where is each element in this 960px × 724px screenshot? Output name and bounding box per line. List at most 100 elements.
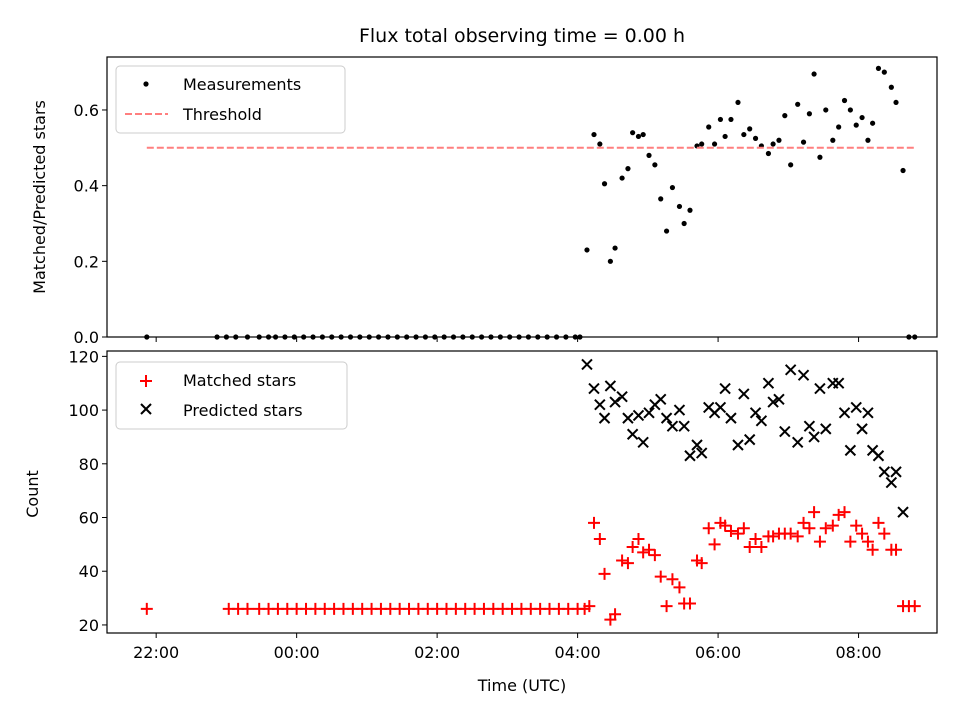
measurement-point bbox=[669, 184, 676, 191]
y-tick-label: 0.2 bbox=[74, 252, 99, 271]
matched-stars-point bbox=[648, 549, 661, 562]
matched-stars-point bbox=[643, 543, 656, 556]
measurement-point bbox=[893, 99, 899, 106]
measurement-point bbox=[625, 166, 631, 172]
predicted-stars-point bbox=[604, 380, 617, 392]
matched-stars-point bbox=[767, 530, 780, 543]
predicted-stars-point bbox=[714, 401, 727, 414]
predicted-stars-point bbox=[598, 412, 611, 424]
predicted-stars-point bbox=[660, 412, 673, 424]
matched-stars-point bbox=[890, 543, 903, 556]
matched-stars-point bbox=[708, 538, 721, 551]
measurement-point bbox=[817, 154, 823, 160]
measurement-point bbox=[663, 228, 670, 234]
measurement-point bbox=[640, 131, 646, 138]
y-tick-label: 60 bbox=[79, 509, 99, 528]
predicted-stars-point bbox=[897, 506, 909, 518]
predicted-stars-point bbox=[609, 396, 621, 408]
predicted-stars-point bbox=[732, 439, 744, 451]
bottom-panel: 20 40 60 80 100 120 22:00 00:00 02:00 04:00 06:00… bbox=[23, 347, 938, 695]
predicted-stars-point bbox=[695, 447, 708, 459]
legend-predicted-marker bbox=[140, 403, 152, 415]
measurement-point bbox=[841, 97, 848, 104]
measurement-point bbox=[717, 116, 724, 123]
predicted-stars-point bbox=[643, 407, 655, 419]
x-tick-label: 02:00 bbox=[414, 643, 460, 662]
top-x-ticks bbox=[155, 337, 860, 342]
predicted-stars-point bbox=[862, 407, 874, 419]
matched-stars-point bbox=[702, 522, 715, 535]
matched-stars-point bbox=[637, 546, 650, 559]
matched-stars-point bbox=[844, 535, 857, 548]
measurement-point bbox=[630, 130, 636, 136]
x-tick-label: 08:00 bbox=[836, 643, 882, 662]
x-tick-label: 22:00 bbox=[133, 643, 179, 662]
predicted-stars-point bbox=[581, 358, 593, 371]
legend-matched-label: Matched stars bbox=[183, 371, 296, 390]
predicted-stars-point bbox=[814, 382, 826, 395]
bottom-x-ticks: 22:00 00:00 02:00 04:00 06:00 08:00 bbox=[133, 633, 882, 662]
top-panel: 0.0 0.2 0.4 0.6 Matched/Predicted stars Mea… bbox=[30, 56, 938, 347]
measurement-point bbox=[607, 258, 613, 264]
measurement-point bbox=[646, 152, 652, 158]
measurement-point bbox=[601, 181, 608, 187]
measurement-point bbox=[800, 139, 807, 145]
x-tick-label: 00:00 bbox=[274, 643, 320, 662]
predicted-stars-point bbox=[673, 404, 686, 416]
bottom-marks bbox=[140, 358, 921, 626]
bottom-y-axis-label: Count bbox=[23, 470, 42, 518]
matched-stars-point bbox=[819, 522, 832, 535]
predicted-stars-point bbox=[666, 420, 679, 432]
predicted-stars-point bbox=[784, 364, 797, 376]
measurement-point bbox=[795, 101, 801, 107]
matched-stars-point bbox=[654, 570, 667, 583]
matched-stars-point bbox=[660, 600, 673, 613]
measurement-point bbox=[870, 120, 876, 126]
matched-stars-point bbox=[791, 530, 804, 543]
top-legend-box bbox=[115, 65, 346, 134]
matched-stars-point bbox=[140, 602, 153, 615]
matched-stars-point bbox=[695, 557, 708, 570]
matched-stars-point bbox=[587, 516, 600, 529]
matched-stars-point bbox=[861, 535, 874, 548]
measurement-point bbox=[676, 203, 683, 210]
y-tick-label: 0.4 bbox=[74, 177, 99, 196]
measurement-point bbox=[806, 111, 812, 117]
predicted-stars-point bbox=[725, 412, 737, 424]
matched-stars-point bbox=[866, 543, 879, 556]
measurement-point bbox=[788, 162, 794, 168]
matched-stars-point bbox=[803, 522, 816, 535]
legend-measurements-marker bbox=[143, 81, 149, 87]
y-tick-label: 120 bbox=[68, 347, 99, 366]
matched-stars-point bbox=[593, 533, 606, 545]
matched-stars-point bbox=[749, 533, 762, 545]
matched-stars-point bbox=[683, 597, 696, 610]
measurement-point bbox=[584, 247, 590, 253]
predicted-stars-point bbox=[890, 466, 902, 478]
predicted-stars-point bbox=[779, 425, 791, 438]
predicted-stars-point bbox=[832, 377, 845, 389]
bottom-legend: Matched stars Predicted stars bbox=[115, 361, 348, 430]
matched-stars-point bbox=[673, 581, 686, 594]
measurement-point bbox=[881, 69, 887, 75]
measurement-point bbox=[900, 167, 906, 174]
predicted-stars-point bbox=[594, 399, 606, 411]
measurement-point bbox=[597, 141, 603, 147]
predicted-stars-point bbox=[838, 407, 851, 419]
predicted-stars-point bbox=[820, 423, 832, 435]
predicted-stars-point bbox=[878, 466, 891, 478]
matched-stars-point bbox=[878, 527, 891, 540]
matched-stars-point bbox=[666, 573, 679, 586]
measurement-point bbox=[888, 84, 894, 90]
bottom-axes-frame bbox=[106, 350, 938, 634]
predicted-stars-point bbox=[755, 415, 768, 427]
legend-matched-marker bbox=[140, 375, 152, 387]
matched-stars-point bbox=[241, 602, 254, 615]
top-y-ticks: 0.0 0.2 0.4 0.6 bbox=[74, 101, 107, 347]
y-tick-label: 100 bbox=[68, 401, 99, 420]
predicted-stars-point bbox=[691, 439, 703, 451]
predicted-stars-point bbox=[684, 450, 696, 462]
predicted-stars-point bbox=[743, 433, 756, 446]
matched-stars-point bbox=[626, 541, 639, 554]
